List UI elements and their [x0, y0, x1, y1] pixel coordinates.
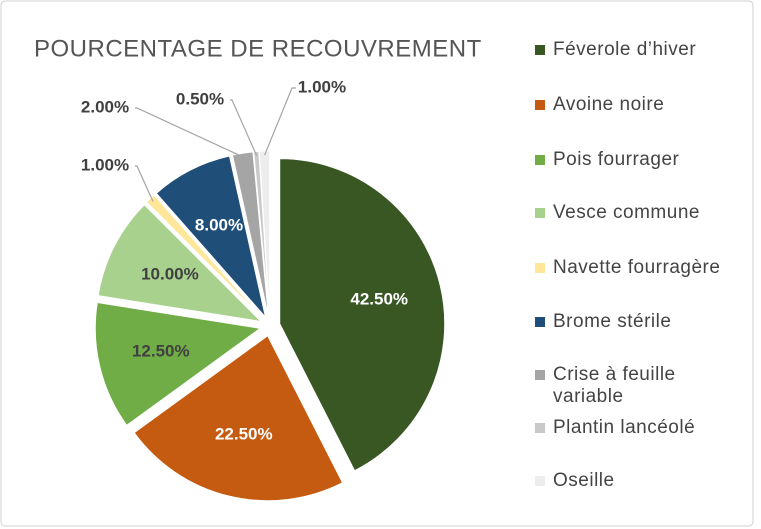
legend-label: Féverole d’hiver — [553, 39, 697, 60]
pie-slice — [279, 158, 446, 472]
legend-swatch — [535, 370, 545, 380]
legend-label: Avoine noire — [553, 94, 665, 115]
pie-slice — [133, 334, 344, 502]
legend-item: Vesce commune — [535, 202, 740, 224]
legend-label: Brome stérile — [553, 311, 672, 332]
data-label: 2.00% — [81, 97, 129, 116]
legend-item: Oseille — [535, 470, 740, 492]
legend-label: Oseille — [553, 470, 615, 491]
data-label: 22.50% — [215, 425, 273, 444]
legend-swatch — [535, 263, 545, 273]
data-label: 8.00% — [195, 215, 243, 234]
legend-item: Crise à feuille variable — [535, 364, 740, 408]
legend-swatch — [535, 45, 545, 55]
legend-label: Plantin lancéolé — [553, 417, 696, 438]
data-label: 42.50% — [350, 289, 408, 308]
legend-item: Navette fourragère — [535, 257, 740, 279]
data-label: 12.50% — [132, 342, 190, 361]
legend-swatch — [535, 208, 545, 218]
legend-label: Vesce commune — [553, 202, 700, 223]
data-label: 0.50% — [176, 89, 224, 108]
pie-slice — [145, 194, 264, 320]
data-label: 1.00% — [81, 155, 129, 174]
pie-slice — [231, 151, 269, 317]
legend-label: Navette fourragère — [553, 257, 721, 278]
legend-swatch — [535, 100, 545, 110]
pie-slice — [155, 155, 266, 318]
leader-line — [264, 87, 296, 156]
pie-slice — [94, 301, 262, 427]
leader-line — [135, 107, 244, 158]
data-label: 10.00% — [141, 265, 199, 284]
chart-title: POURCENTAGE DE RECOUVREMENT — [34, 35, 482, 62]
legend-item: Brome stérile — [535, 311, 740, 333]
legend-label: Pois fourrager — [553, 149, 680, 170]
legend-swatch — [535, 155, 545, 165]
pie-slice — [97, 204, 263, 323]
leader-line — [230, 99, 258, 156]
legend-item: Pois fourrager — [535, 149, 740, 171]
legend-item: Avoine noire — [535, 94, 740, 116]
legend-swatch — [535, 317, 545, 327]
legend-label: Crise à feuille variable — [553, 364, 676, 407]
data-label: 1.00% — [298, 77, 346, 96]
pie-slice — [258, 150, 271, 317]
legend-item: Féverole d’hiver — [535, 39, 740, 61]
legend-swatch — [535, 423, 545, 433]
leader-line — [135, 165, 154, 202]
legend-item: Plantin lancéolé — [535, 417, 740, 439]
legend-swatch — [535, 476, 545, 486]
